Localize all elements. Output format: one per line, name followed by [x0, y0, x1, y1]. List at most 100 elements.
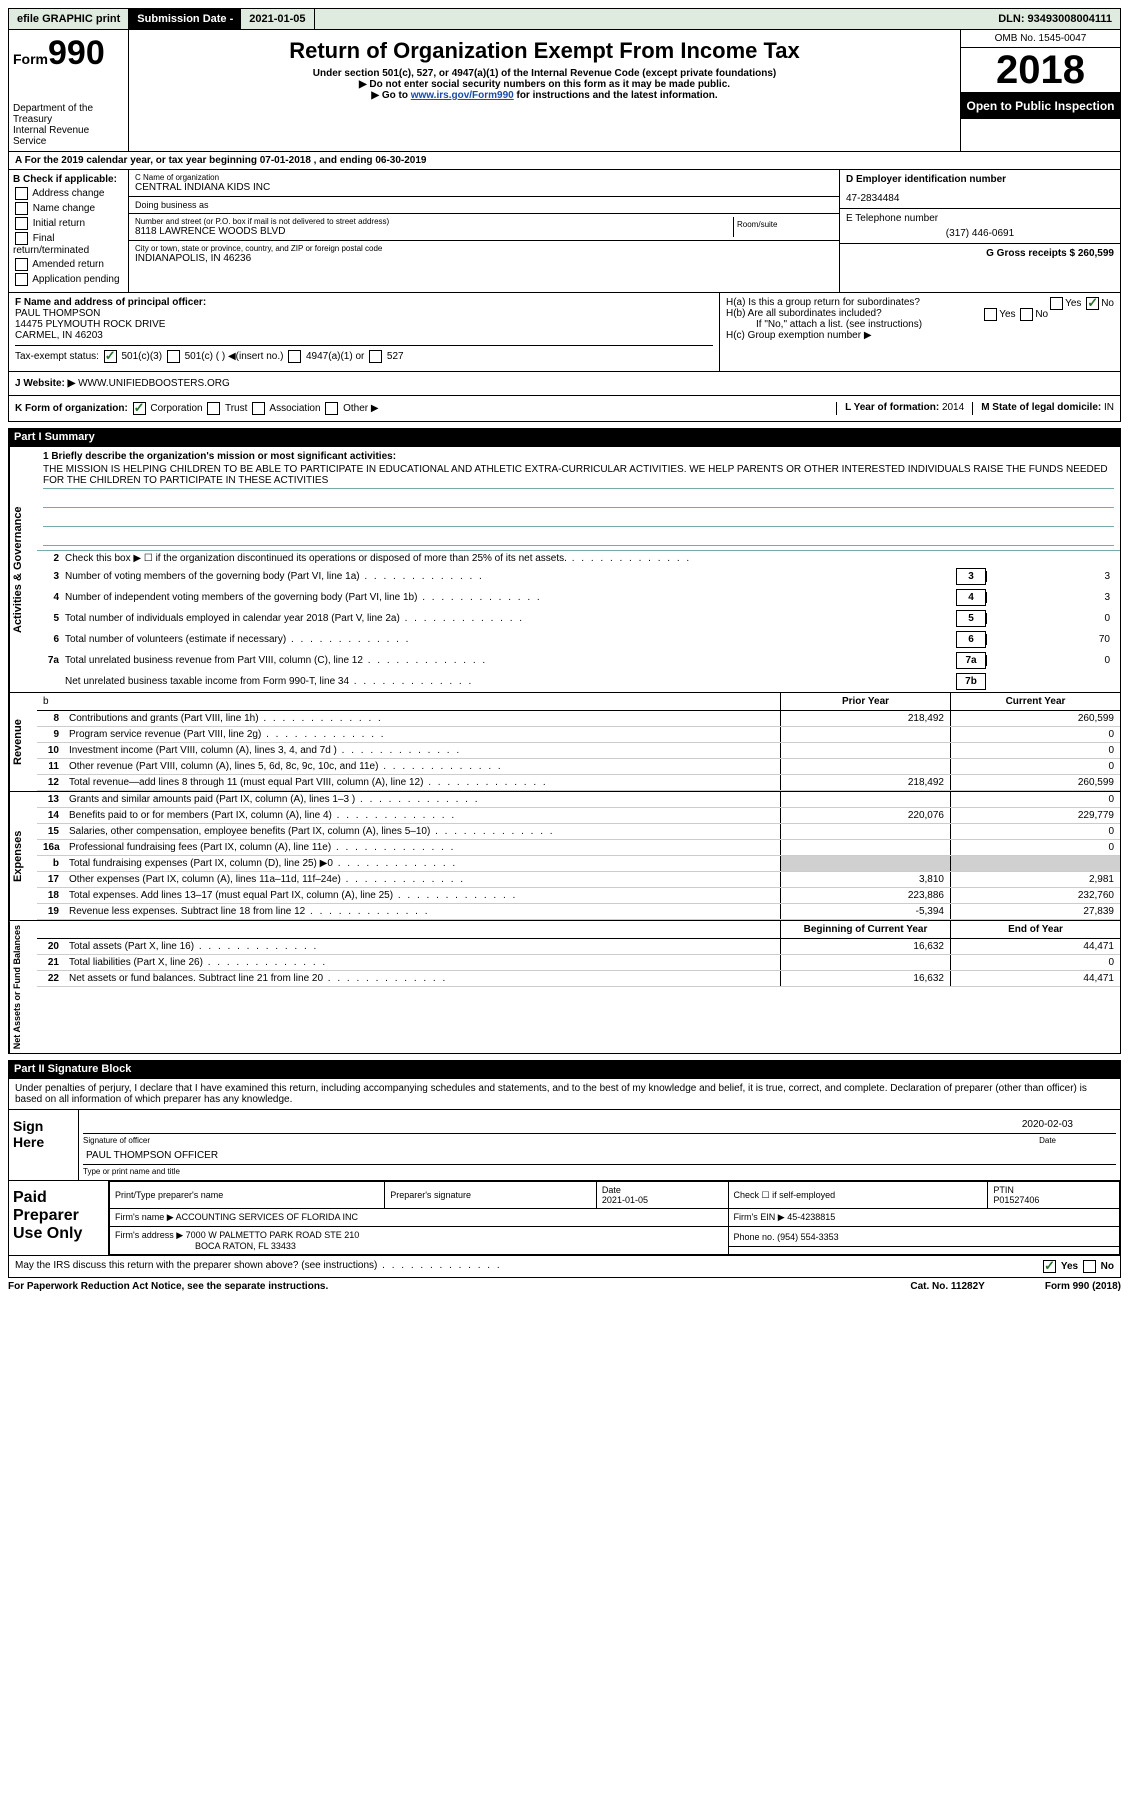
- ein-cell: D Employer identification number 47-2834…: [840, 170, 1120, 209]
- k-form-option[interactable]: Corporation: [131, 403, 206, 414]
- hb-no-checkbox[interactable]: [1020, 308, 1033, 321]
- expenses-vlabel: Expenses: [9, 792, 37, 920]
- ha-label: H(a) Is this a group return for subordin…: [726, 297, 920, 308]
- hb-note: If "No," attach a list. (see instruction…: [726, 319, 1114, 330]
- officer-label: F Name and address of principal officer:: [15, 297, 206, 308]
- dba-cell: Doing business as: [129, 197, 839, 214]
- col-c-org-info: C Name of organization CENTRAL INDIANA K…: [129, 170, 840, 292]
- sign-here-fields: 2020-02-03 Signature of officer Date PAU…: [79, 1110, 1120, 1180]
- form-bottom-row: For Paperwork Reduction Act Notice, see …: [8, 1278, 1121, 1295]
- mission-blank-3: [43, 527, 1114, 546]
- form-subtitle-3: ▶ Go to www.irs.gov/Form990 for instruct…: [133, 90, 956, 101]
- col-d-ein: D Employer identification number 47-2834…: [840, 170, 1120, 292]
- k-form-option[interactable]: Trust: [205, 403, 250, 414]
- col-b-checkbox-item[interactable]: Initial return: [13, 217, 124, 230]
- prep-name-header: Print/Type preparer's name: [110, 1182, 385, 1209]
- financial-line: 16aProfessional fundraising fees (Part I…: [37, 840, 1120, 856]
- financial-line: 18Total expenses. Add lines 13–17 (must …: [37, 888, 1120, 904]
- tax-exempt-option[interactable]: 4947(a)(1) or: [286, 351, 367, 362]
- top-bar: efile GRAPHIC print Submission Date - 20…: [8, 8, 1121, 30]
- omb-number: OMB No. 1545-0047: [961, 30, 1120, 48]
- tax-exempt-option[interactable]: 501(c)(3): [102, 351, 165, 362]
- k-label: K Form of organization:: [15, 403, 128, 414]
- prep-self-employed[interactable]: Check ☐ if self-employed: [728, 1182, 988, 1209]
- current-year-header: Current Year: [950, 693, 1120, 710]
- tax-exempt-option[interactable]: 501(c) ( ) ◀(insert no.): [165, 351, 286, 362]
- beginning-year-header: Beginning of Current Year: [780, 921, 950, 938]
- part-1-header: Part I Summary: [8, 428, 1121, 446]
- sig-date-label: Date: [1039, 1136, 1116, 1145]
- financial-line: 21Total liabilities (Part X, line 26)0: [37, 955, 1120, 971]
- discuss-no-checkbox[interactable]: [1083, 1260, 1096, 1273]
- net-header-row: Beginning of Current Year End of Year: [37, 921, 1120, 939]
- officer-sig-field[interactable]: 2020-02-03: [83, 1116, 1116, 1134]
- revenue-section: Revenue b Prior Year Current Year 8Contr…: [8, 693, 1121, 792]
- form-header: Form990 Department of the Treasury Inter…: [8, 30, 1121, 152]
- col-b-checkbox-item[interactable]: Amended return: [13, 258, 124, 271]
- tax-year: 2018: [961, 48, 1120, 93]
- financial-line: 22Net assets or fund balances. Subtract …: [37, 971, 1120, 987]
- tax-exempt-label: Tax-exempt status:: [15, 351, 99, 362]
- k-form-option[interactable]: Other ▶: [323, 403, 378, 414]
- dba-label: Doing business as: [135, 200, 833, 210]
- prior-year-header: Prior Year: [780, 693, 950, 710]
- officer-addr: 14475 PLYMOUTH ROCK DRIVE: [15, 319, 165, 330]
- col-b-checkbox-item[interactable]: Name change: [13, 202, 124, 215]
- preparer-table: Print/Type preparer's name Preparer's si…: [109, 1181, 1120, 1255]
- netassets-section: Net Assets or Fund Balances Beginning of…: [8, 921, 1121, 1054]
- ha-no-checkbox[interactable]: [1086, 297, 1099, 310]
- ha-yes-checkbox[interactable]: [1050, 297, 1063, 310]
- governance-line: 5Total number of individuals employed in…: [37, 608, 1120, 629]
- open-to-public: Open to Public Inspection: [961, 93, 1120, 119]
- phone-cell: E Telephone number (317) 446-0691: [840, 209, 1120, 244]
- expenses-body: 13Grants and similar amounts paid (Part …: [37, 792, 1120, 920]
- form-number: Form990: [13, 34, 124, 73]
- officer-name-title: PAUL THOMPSON OFFICER: [86, 1150, 218, 1161]
- paid-preparer-grid: Paid Preparer Use Only Print/Type prepar…: [9, 1180, 1120, 1255]
- irs-link[interactable]: www.irs.gov/Form990: [411, 90, 514, 101]
- revenue-vlabel: Revenue: [9, 693, 37, 791]
- discuss-row: May the IRS discuss this return with the…: [9, 1255, 1120, 1277]
- governance-section: Activities & Governance 1 Briefly descri…: [8, 446, 1121, 693]
- header-right: OMB No. 1545-0047 2018 Open to Public In…: [960, 30, 1120, 151]
- k-form-org: K Form of organization: Corporation Trus…: [15, 402, 379, 415]
- city-label: City or town, state or province, country…: [135, 244, 833, 253]
- hb-yes-checkbox[interactable]: [984, 308, 997, 321]
- discuss-yes-checkbox[interactable]: [1043, 1260, 1056, 1273]
- col-b-checkbox-item[interactable]: Final return/terminated: [13, 232, 124, 256]
- col-b-checkbox-item[interactable]: Application pending: [13, 273, 124, 286]
- addr-label: Number and street (or P.O. box if mail i…: [135, 217, 733, 226]
- firm-phone-cell: Phone no. (954) 554-3353: [728, 1227, 1119, 1247]
- financial-line: 11Other revenue (Part VIII, column (A), …: [37, 759, 1120, 775]
- goto-prefix: ▶ Go to: [371, 90, 410, 101]
- financial-line: 14Benefits paid to or for members (Part …: [37, 808, 1120, 824]
- gross-cell: G Gross receipts $ 260,599: [840, 244, 1120, 263]
- city-state-zip: INDIANAPOLIS, IN 46236: [135, 253, 833, 264]
- row-a-tax-year: A For the 2019 calendar year, or tax yea…: [8, 152, 1121, 170]
- sig-officer-label: Signature of officer: [83, 1136, 150, 1145]
- dept-treasury: Department of the Treasury Internal Reve…: [13, 103, 124, 147]
- governance-body: 1 Briefly describe the organization's mi…: [37, 447, 1120, 692]
- k-form-option[interactable]: Association: [250, 403, 323, 414]
- phone-label: E Telephone number: [846, 213, 1114, 224]
- governance-line: 2Check this box ▶ ☐ if the organization …: [37, 551, 1120, 566]
- org-name-label: C Name of organization: [135, 173, 833, 182]
- tax-exempt-option[interactable]: 527: [367, 351, 403, 362]
- end-year-header: End of Year: [950, 921, 1120, 938]
- firm-name-cell: Firm's name ▶ ACCOUNTING SERVICES OF FLO…: [110, 1209, 729, 1227]
- header-center: Return of Organization Exempt From Incom…: [129, 30, 960, 151]
- financial-line: 20Total assets (Part X, line 16)16,63244…: [37, 939, 1120, 955]
- financial-line: 8Contributions and grants (Part VIII, li…: [37, 711, 1120, 727]
- netassets-vlabel: Net Assets or Fund Balances: [9, 921, 37, 1053]
- efile-button[interactable]: efile GRAPHIC print: [9, 9, 129, 29]
- financial-line: 10Investment income (Part VIII, column (…: [37, 743, 1120, 759]
- col-b-checkbox-item[interactable]: Address change: [13, 187, 124, 200]
- discuss-text: May the IRS discuss this return with the…: [15, 1260, 502, 1273]
- col-h-group: H(a) Is this a group return for subordin…: [720, 293, 1120, 371]
- website-url: WWW.UNIFIEDBOOSTERS.ORG: [78, 378, 230, 389]
- sign-here-label: Sign Here: [9, 1110, 79, 1180]
- officer-name-field: PAUL THOMPSON OFFICER: [83, 1147, 1116, 1165]
- section-fh: F Name and address of principal officer:…: [8, 293, 1121, 372]
- header-left: Form990 Department of the Treasury Inter…: [9, 30, 129, 151]
- signature-block: Under penalties of perjury, I declare th…: [8, 1078, 1121, 1278]
